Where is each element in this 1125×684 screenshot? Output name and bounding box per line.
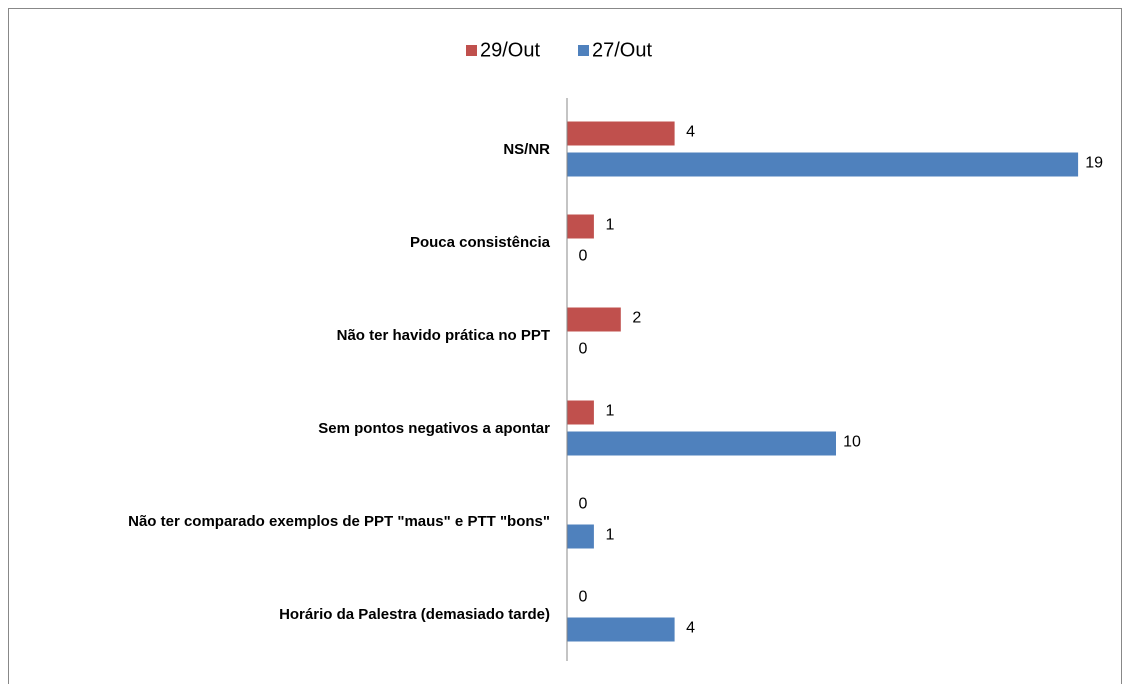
value-label: 0 <box>579 248 588 265</box>
bar <box>567 400 594 425</box>
bar <box>567 431 836 456</box>
bar <box>567 524 594 549</box>
bar <box>567 152 1079 177</box>
legend-swatch <box>466 45 477 56</box>
value-label: 2 <box>632 310 641 327</box>
value-label: 10 <box>843 434 861 451</box>
bar <box>567 214 594 239</box>
category-text: Não ter comparado exemplos de PPT "maus"… <box>128 512 550 530</box>
category-label: Horário da Palestra (demasiado tarde) <box>15 585 550 645</box>
value-label: 1 <box>605 217 614 234</box>
legend-label: 27/Out <box>592 39 652 61</box>
category-text: Pouca consistência <box>409 233 550 251</box>
category-label: NS/NR <box>15 120 550 180</box>
value-label: 4 <box>686 124 695 141</box>
bar <box>567 121 675 146</box>
category-label: Pouca consistência <box>15 213 550 273</box>
category-label: Sem pontos negativos a apontar <box>15 399 550 459</box>
value-label: 0 <box>579 496 588 513</box>
frame <box>8 8 1122 684</box>
value-label: 0 <box>579 589 588 606</box>
category-text: NS/NR <box>503 140 550 158</box>
bar <box>567 307 621 332</box>
category-text: Não ter havido prática no PPT <box>336 326 550 344</box>
value-label: 1 <box>605 527 614 544</box>
legend-swatch <box>578 45 589 56</box>
bar <box>567 617 675 642</box>
value-label: 1 <box>605 403 614 420</box>
category-label: Não ter havido prática no PPT <box>15 306 550 366</box>
value-label: 0 <box>579 341 588 358</box>
category-text: Horário da Palestra (demasiado tarde) <box>279 605 550 623</box>
value-label: 19 <box>1085 155 1103 172</box>
value-label: 4 <box>686 620 695 637</box>
category-label: Não ter comparado exemplos de PPT "maus"… <box>15 492 550 552</box>
category-text: Sem pontos negativos a apontar <box>318 419 550 437</box>
legend-label: 29/Out <box>480 39 540 61</box>
